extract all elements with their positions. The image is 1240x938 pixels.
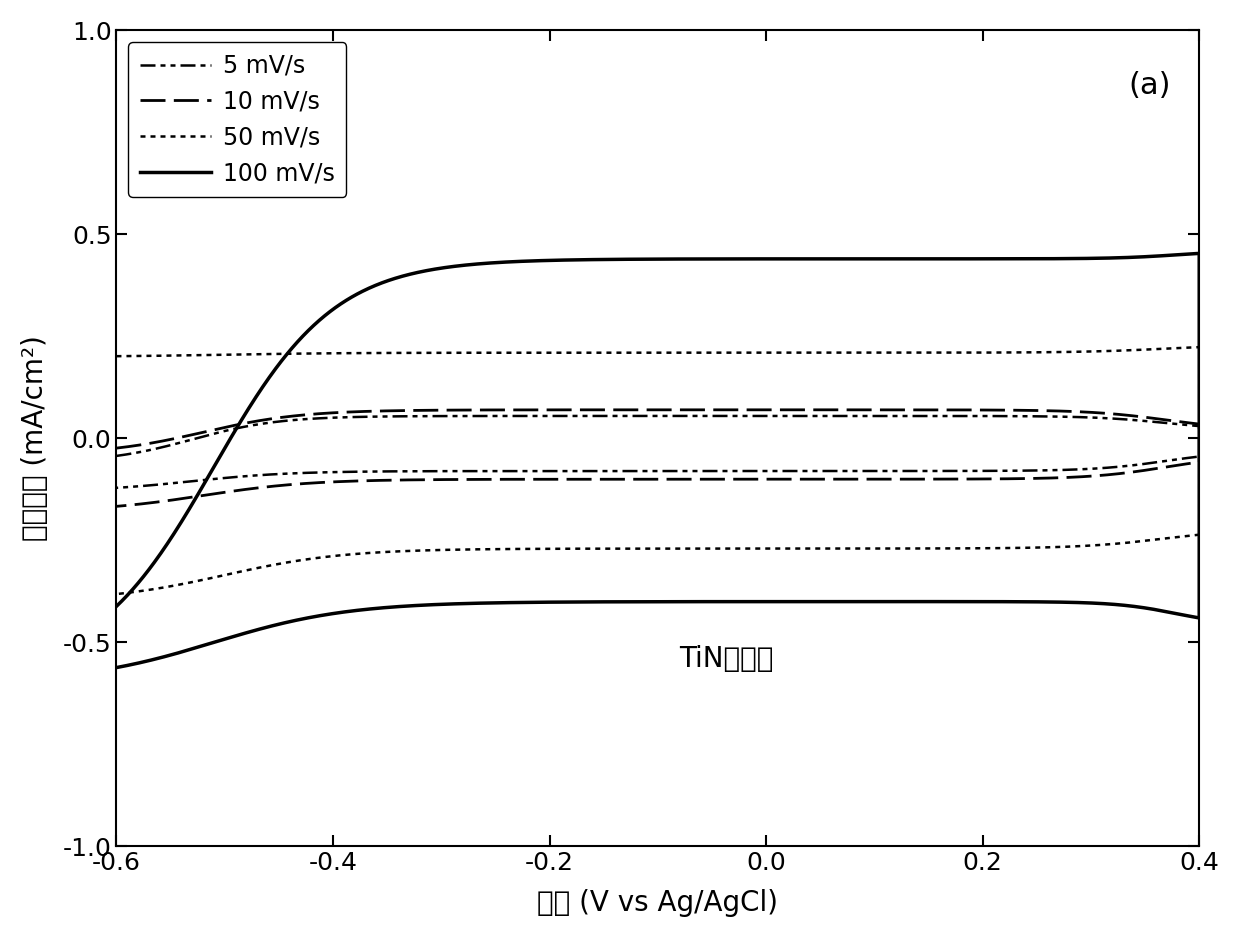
100 mV/s — [219, 439, 234, 450]
5 mV/s — [1163, 417, 1178, 429]
100 mV/s — [569, 597, 584, 608]
5 mV/s — [737, 410, 751, 421]
10 mV/s — [1106, 408, 1121, 419]
10 mV/s — [748, 404, 763, 416]
100 mV/s — [109, 662, 124, 673]
50 mV/s — [171, 579, 186, 590]
Y-axis label: 电流密度 (mA/cm²): 电流密度 (mA/cm²) — [21, 336, 48, 541]
Line: 10 mV/s: 10 mV/s — [117, 410, 1199, 507]
5 mV/s — [172, 477, 187, 488]
Text: TiN单电极: TiN单电极 — [680, 644, 774, 673]
5 mV/s — [109, 482, 124, 493]
5 mV/s — [109, 450, 124, 461]
5 mV/s — [219, 425, 234, 436]
5 mV/s — [569, 465, 584, 477]
5 mV/s — [171, 477, 186, 489]
10 mV/s — [109, 501, 124, 512]
50 mV/s — [1192, 341, 1207, 353]
50 mV/s — [109, 351, 124, 362]
10 mV/s — [569, 474, 584, 485]
100 mV/s — [171, 647, 186, 658]
50 mV/s — [1105, 345, 1120, 356]
Line: 50 mV/s: 50 mV/s — [117, 347, 1199, 594]
Line: 5 mV/s: 5 mV/s — [117, 416, 1199, 488]
100 mV/s — [1163, 250, 1178, 261]
Line: 100 mV/s: 100 mV/s — [117, 253, 1199, 668]
5 mV/s — [1106, 413, 1121, 424]
10 mV/s — [172, 493, 187, 505]
100 mV/s — [1105, 252, 1120, 264]
50 mV/s — [569, 543, 584, 554]
Legend: 5 mV/s, 10 mV/s, 50 mV/s, 100 mV/s: 5 mV/s, 10 mV/s, 50 mV/s, 100 mV/s — [128, 42, 346, 197]
50 mV/s — [1163, 342, 1178, 354]
50 mV/s — [109, 588, 124, 599]
10 mV/s — [219, 421, 234, 432]
50 mV/s — [219, 349, 234, 360]
100 mV/s — [172, 647, 187, 658]
50 mV/s — [172, 579, 187, 590]
100 mV/s — [1192, 248, 1207, 259]
X-axis label: 电压 (V vs Ag/AgCl): 电压 (V vs Ag/AgCl) — [537, 889, 779, 917]
100 mV/s — [109, 600, 124, 612]
10 mV/s — [109, 443, 124, 454]
10 mV/s — [1163, 415, 1178, 426]
Text: (a): (a) — [1128, 71, 1172, 100]
10 mV/s — [171, 493, 186, 505]
